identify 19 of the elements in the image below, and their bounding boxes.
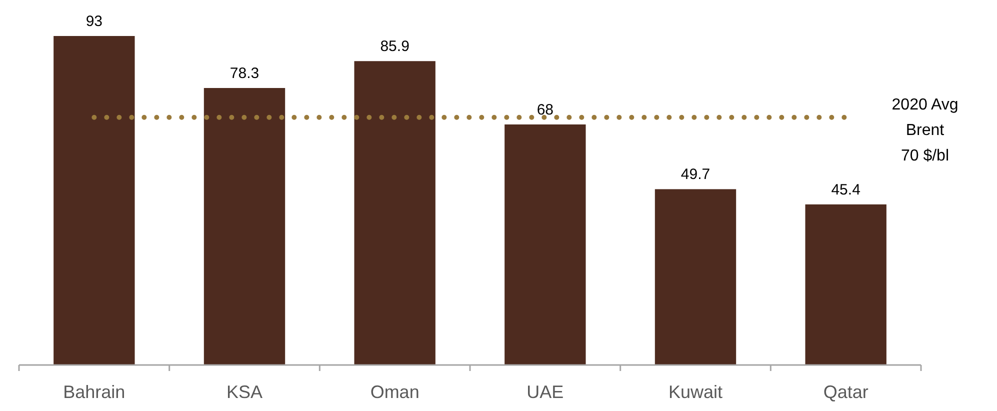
data-label: 78.3 (230, 65, 260, 82)
data-label: 68 (536, 101, 554, 118)
x-tick-label: Kuwait (668, 382, 723, 402)
ref-line-label: 2020 Avg Brent 70 $/bl (892, 96, 958, 165)
bar (204, 88, 286, 365)
bar (805, 204, 886, 365)
x-tick-label: Qatar (823, 382, 868, 402)
x-tick-label: Bahrain (63, 382, 126, 402)
bar (54, 36, 135, 365)
data-label: 49.7 (680, 166, 710, 184)
data-label: 93 (86, 13, 103, 30)
data-label: 85.9 (380, 38, 410, 56)
bar (354, 61, 436, 365)
bar (504, 124, 586, 365)
x-tick-label: UAE (526, 382, 564, 402)
x-tick-label: Oman (370, 382, 420, 402)
data-label: 45.4 (831, 181, 860, 198)
bar (654, 189, 736, 365)
x-tick-label: KSA (226, 382, 263, 402)
